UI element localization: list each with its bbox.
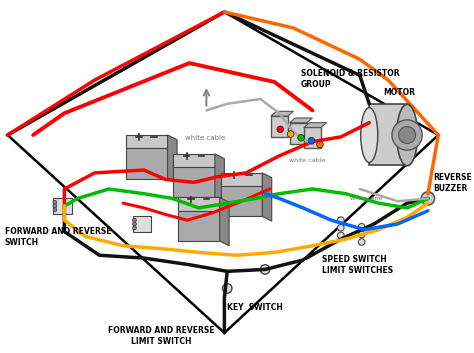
Circle shape [133, 226, 137, 230]
Polygon shape [220, 186, 262, 216]
Polygon shape [173, 154, 215, 167]
Polygon shape [220, 173, 262, 186]
Ellipse shape [397, 104, 418, 166]
Circle shape [133, 218, 137, 222]
Polygon shape [178, 211, 219, 241]
Polygon shape [126, 148, 168, 179]
Circle shape [53, 208, 57, 212]
Polygon shape [178, 197, 219, 211]
Circle shape [358, 231, 365, 238]
Polygon shape [262, 173, 272, 221]
Circle shape [317, 141, 323, 148]
Circle shape [421, 192, 435, 205]
Text: SPEED SWITCH
LIMIT SWITCHES: SPEED SWITCH LIMIT SWITCHES [322, 255, 393, 275]
Polygon shape [271, 116, 288, 137]
Circle shape [133, 222, 137, 226]
Circle shape [308, 137, 315, 144]
Text: SOLENOID & RESISTOR
GROUP: SOLENOID & RESISTOR GROUP [301, 69, 400, 89]
Circle shape [53, 204, 57, 208]
Polygon shape [126, 135, 168, 148]
Text: KEY  SWITCH: KEY SWITCH [227, 303, 283, 312]
Circle shape [53, 201, 57, 204]
Text: white wire: white wire [350, 196, 383, 201]
Text: FORWARD AND REVERSE
LIMIT SWITCH: FORWARD AND REVERSE LIMIT SWITCH [108, 326, 214, 346]
Circle shape [337, 217, 344, 223]
Polygon shape [271, 111, 293, 116]
Circle shape [260, 265, 270, 274]
Circle shape [298, 134, 304, 141]
Circle shape [358, 223, 365, 230]
Polygon shape [369, 104, 407, 165]
Circle shape [392, 120, 422, 150]
Polygon shape [215, 154, 224, 202]
Circle shape [399, 126, 416, 144]
Polygon shape [173, 167, 215, 197]
Text: MOTOR: MOTOR [383, 88, 415, 97]
Circle shape [277, 126, 283, 133]
Text: REVERSE
BUZZER: REVERSE BUZZER [434, 173, 473, 193]
Polygon shape [53, 198, 72, 214]
Polygon shape [168, 135, 177, 183]
Polygon shape [133, 216, 152, 232]
Polygon shape [219, 197, 229, 246]
Ellipse shape [361, 108, 378, 162]
Text: white cable: white cable [184, 135, 225, 141]
Circle shape [222, 284, 232, 293]
Polygon shape [290, 118, 312, 123]
Circle shape [337, 232, 344, 239]
Text: white cable: white cable [289, 158, 325, 163]
Polygon shape [290, 123, 307, 144]
Polygon shape [304, 127, 321, 148]
Circle shape [358, 239, 365, 245]
Text: FORWARD AND REVERSE
SWITCH: FORWARD AND REVERSE SWITCH [5, 227, 111, 247]
Circle shape [337, 225, 344, 231]
Circle shape [287, 131, 294, 137]
Polygon shape [304, 123, 327, 127]
